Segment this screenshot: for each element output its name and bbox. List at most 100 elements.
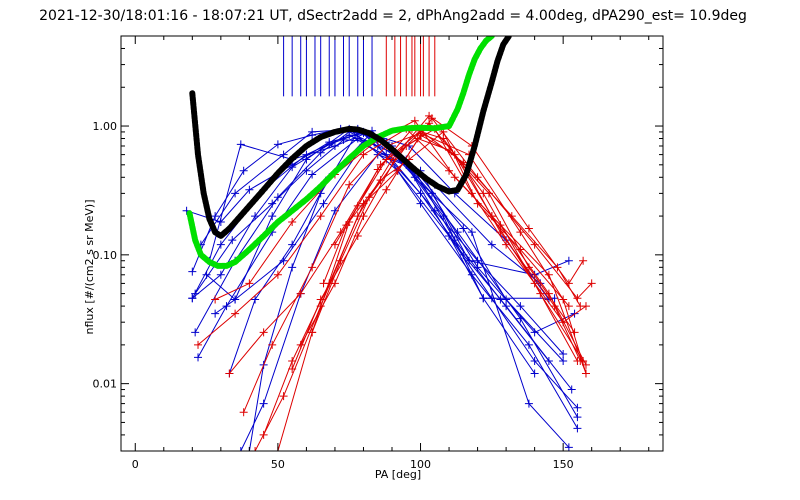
series-point-9-3 <box>308 127 317 136</box>
series-point-8-0 <box>211 309 220 318</box>
series-point-16-2 <box>273 270 282 279</box>
chart-title: 2021-12-30/18:01:16 - 18:07:21 UT, dSect… <box>39 8 747 24</box>
series-line-15 <box>191 131 550 300</box>
series-point-4-3 <box>308 170 317 179</box>
series-line-27 <box>334 137 576 333</box>
series-point-11-7 <box>487 240 496 249</box>
series-point-20-0 <box>251 447 260 451</box>
series-point-8-1 <box>231 295 240 304</box>
series-point-16-0 <box>194 340 203 349</box>
series-point-17-5 <box>410 116 419 125</box>
plot-area <box>182 36 596 451</box>
series-point-26-2 <box>376 176 385 185</box>
series-point-12-1 <box>251 295 260 304</box>
series-point-26-0 <box>319 279 328 288</box>
series-point-19-2 <box>308 263 317 272</box>
series-point-12-8 <box>559 356 568 365</box>
x-tick-label: 150 <box>553 458 574 471</box>
series-line-11 <box>248 131 541 451</box>
series-point-2-9 <box>559 349 568 358</box>
series-point-27-4 <box>445 146 454 155</box>
series-point-23-3 <box>382 185 391 194</box>
series-point-20-1 <box>279 392 288 401</box>
fit-curve-black <box>189 36 512 239</box>
series-point-19-1 <box>268 340 277 349</box>
series-point-18-1 <box>259 328 268 337</box>
series-point-9-8 <box>524 340 533 349</box>
series-point-8-7 <box>479 294 488 303</box>
series-point-10-7 <box>524 399 533 408</box>
series-point-25-7 <box>559 318 568 327</box>
series-point-9-9 <box>573 424 582 433</box>
series-point-6-0 <box>188 267 197 276</box>
series-point-15-1 <box>216 270 225 279</box>
series-point-6-1 <box>211 212 220 221</box>
x-tick-label: 100 <box>410 458 431 471</box>
series-point-26-5 <box>473 199 482 208</box>
series-point-5-2 <box>245 185 254 194</box>
series-point-7-3 <box>319 199 328 208</box>
series-point-8-2 <box>268 212 277 221</box>
series-point-3-9 <box>567 385 576 394</box>
series-point-21-6 <box>473 173 482 182</box>
fit-curve-green <box>186 36 495 269</box>
series-point-14-6 <box>465 256 474 265</box>
series-line-20 <box>254 115 584 451</box>
series-point-3-2 <box>273 193 282 202</box>
series-point-25-1 <box>336 256 345 265</box>
series-point-11-2 <box>288 263 297 272</box>
series-line-3 <box>194 131 573 390</box>
series-point-17-2 <box>288 217 297 226</box>
series-point-23-8 <box>581 369 590 378</box>
series-line-5 <box>186 132 578 409</box>
series-point-13-8 <box>530 328 539 337</box>
series-point-6-2 <box>239 166 248 175</box>
series-point-17-6 <box>450 173 459 182</box>
series-point-16-1 <box>231 309 240 318</box>
series-point-5-10 <box>573 403 582 412</box>
series-point-18-0 <box>225 369 234 378</box>
series-point-10-6 <box>467 228 476 237</box>
series-point-27-7 <box>570 328 579 337</box>
series-point-14-0 <box>236 447 245 451</box>
series-point-16-6 <box>445 166 454 175</box>
series-point-17-0 <box>211 295 220 304</box>
series-line-26 <box>323 131 570 307</box>
series-point-7-8 <box>573 413 582 422</box>
series-point-19-0 <box>239 408 248 417</box>
series-point-27-0 <box>330 240 339 249</box>
series-point-25-8 <box>581 302 590 311</box>
series-point-17-1 <box>245 279 254 288</box>
series-point-13-3 <box>302 166 311 175</box>
y-tick-label: 0.01 <box>93 378 118 391</box>
series-point-12-6 <box>459 224 468 233</box>
series-point-26-7 <box>564 302 573 311</box>
x-tick-label: 0 <box>132 458 139 471</box>
series-point-25-0 <box>308 328 317 337</box>
series-point-4-0 <box>194 353 203 362</box>
series-point-20-8 <box>564 279 573 288</box>
series-line-22 <box>277 128 584 451</box>
series-point-27-6 <box>524 263 533 272</box>
series-point-21-7 <box>530 240 539 249</box>
series-line-14 <box>240 154 570 451</box>
series-point-19-7 <box>516 228 525 237</box>
series-point-16-3 <box>316 212 325 221</box>
series-point-21-8 <box>573 294 582 303</box>
series-point-2-1 <box>216 240 225 249</box>
plot-clip-group <box>182 36 596 451</box>
series-point-9-6 <box>416 199 425 208</box>
series-point-15-3 <box>288 163 297 172</box>
y-tick-label: 0.10 <box>93 249 118 262</box>
series-point-20-9 <box>579 256 588 265</box>
series-point-13-1 <box>228 236 237 245</box>
series-point-25-6 <box>502 240 511 249</box>
series-point-15-0 <box>188 294 197 303</box>
series-point-21-9 <box>587 279 596 288</box>
series-point-24-8 <box>576 356 585 365</box>
series-point-15-4 <box>325 140 334 149</box>
series-point-13-6 <box>427 189 436 198</box>
series-point-3-0 <box>191 328 200 337</box>
series-line-4 <box>197 137 536 374</box>
series-point-27-3 <box>413 134 422 143</box>
